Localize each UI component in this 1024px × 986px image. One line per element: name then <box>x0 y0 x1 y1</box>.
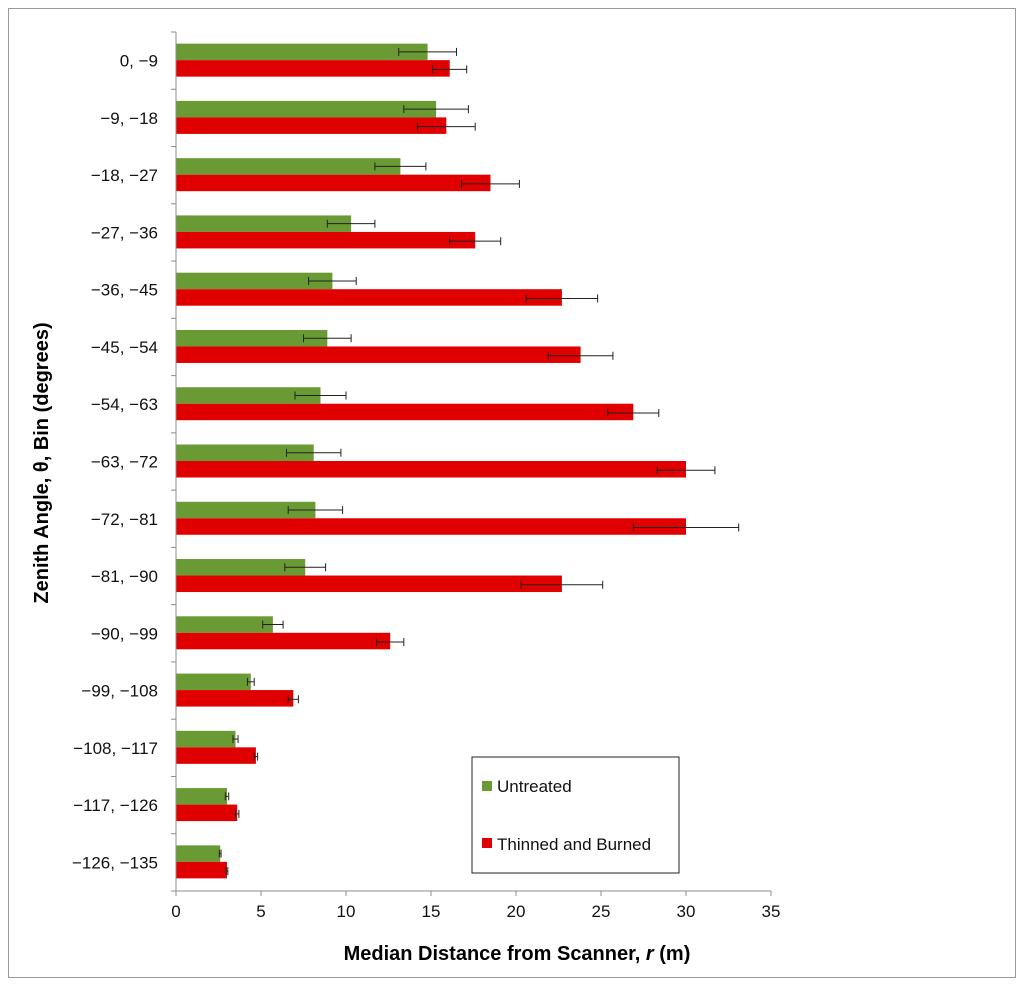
bar-untreated <box>176 215 352 232</box>
bar-thinned-and-burned <box>176 747 256 764</box>
error-bar-untreated <box>303 334 352 343</box>
error-bar-thinned-and-burned <box>449 237 502 246</box>
bar-untreated <box>176 730 236 748</box>
bar-untreated <box>176 387 321 404</box>
x-tick-labels: 0 5 10 15 20 25 30 35 <box>171 891 780 921</box>
error-bar-untreated <box>398 47 457 56</box>
x-tick-label: 20 <box>507 902 526 921</box>
bar-thinned-and-burned <box>176 690 294 707</box>
bar-thinned-and-burned <box>176 117 447 134</box>
legend-label-thinned-and-burned: Thinned and Burned <box>497 835 651 854</box>
error-bar-thinned-and-burned <box>235 809 240 818</box>
error-bar-untreated <box>374 162 427 171</box>
bar-thinned-and-burned <box>176 231 476 249</box>
bar-untreated <box>176 559 306 576</box>
bar-thinned-and-burned <box>176 632 391 650</box>
error-bar-thinned-and-burned <box>547 351 614 360</box>
legend: Untreated Thinned and Burned <box>471 756 680 874</box>
bar-untreated <box>176 158 401 175</box>
legend-box <box>471 756 680 874</box>
bar-thinned-and-burned <box>176 60 450 77</box>
error-bar-thinned-and-burned <box>632 523 740 532</box>
error-bar-thinned-and-burned <box>416 122 476 131</box>
bar-untreated <box>176 616 273 633</box>
x-tick-label: 5 <box>256 902 265 921</box>
error-bar-untreated <box>246 677 255 686</box>
y-tick-label: −108, −117 <box>73 739 158 758</box>
bar-thinned-and-burned <box>176 518 686 535</box>
error-bar-untreated <box>308 276 357 285</box>
error-bar-untreated <box>403 105 469 114</box>
y-axis-title: Zenith Angle, θ, Bin (degrees) <box>31 322 53 603</box>
x-tick-label: 15 <box>422 902 441 921</box>
error-bar-untreated <box>218 849 222 858</box>
error-bar-untreated <box>284 563 327 572</box>
x-tick-label: 0 <box>171 902 180 921</box>
y-tick-label: −18, −27 <box>91 166 158 185</box>
bar-thinned-and-burned <box>176 804 238 822</box>
bar-untreated <box>176 501 316 519</box>
bar-thinned-and-burned <box>176 403 634 421</box>
bar-thinned-and-burned <box>176 575 562 593</box>
bar-untreated <box>176 329 328 347</box>
y-tick-label: −36, −45 <box>91 281 158 300</box>
legend-swatch-thinned-and-burned <box>482 838 492 848</box>
x-axis-title: Median Distance from Scanner, r (m) <box>344 943 691 965</box>
bar-untreated <box>176 673 251 691</box>
bar-thinned-and-burned <box>176 461 686 478</box>
error-bar-untreated <box>232 735 239 744</box>
x-tick-label: 35 <box>762 902 781 921</box>
error-bar-thinned-and-burned <box>520 580 604 589</box>
x-tick-label: 25 <box>592 902 611 921</box>
bar-thinned-and-burned <box>176 289 562 306</box>
y-tick-label: −9, −18 <box>100 109 158 128</box>
y-tick-label: −99, −108 <box>81 682 158 701</box>
error-bar-thinned-and-burned <box>525 294 599 303</box>
error-bar-untreated <box>326 219 376 228</box>
bar-thinned-and-burned <box>176 861 227 879</box>
x-tick-label: 30 <box>677 902 696 921</box>
error-bar-thinned-and-burned <box>461 179 520 188</box>
axes-layer <box>175 32 771 892</box>
y-tick-label: −126, −135 <box>72 853 158 872</box>
bar-thinned-and-burned <box>176 174 491 192</box>
error-bar-untreated <box>262 620 284 629</box>
y-tick-label: −81, −90 <box>91 567 158 586</box>
error-bar-thinned-and-burned <box>253 752 259 761</box>
x-tick-label: 10 <box>337 902 356 921</box>
error-bar-thinned-and-burned <box>607 408 660 417</box>
error-bar-untreated <box>287 506 344 515</box>
y-tick-label: −54, −63 <box>91 395 158 414</box>
error-bars-layer <box>218 47 740 876</box>
error-bar-thinned-and-burned <box>376 638 405 647</box>
bars-layer <box>176 43 686 879</box>
legend-label-untreated: Untreated <box>497 777 572 796</box>
y-tick-label: −63, −72 <box>91 453 158 472</box>
bar-untreated <box>176 845 221 862</box>
error-bar-thinned-and-burned <box>656 466 716 475</box>
error-bar-thinned-and-burned <box>287 695 299 704</box>
error-bar-thinned-and-burned <box>432 65 468 74</box>
legend-swatch-untreated <box>482 781 492 791</box>
bar-untreated <box>176 272 333 290</box>
y-tick-labels: 0, −9 −9, −18 −18, −27 −27, −36 −36, −45 −45,… <box>72 31 176 892</box>
error-bar-thinned-and-burned <box>225 867 229 876</box>
y-tick-label: −117, −126 <box>73 796 158 815</box>
y-tick-label: −90, −99 <box>91 624 158 643</box>
error-bar-untreated <box>224 792 230 801</box>
y-tick-label: −27, −36 <box>91 223 158 242</box>
bar-untreated <box>176 444 314 461</box>
bar-thinned-and-burned <box>176 346 581 363</box>
error-bar-untreated <box>294 391 347 400</box>
bar-untreated <box>176 788 227 805</box>
y-tick-label: 0, −9 <box>120 52 158 71</box>
error-bar-untreated <box>286 448 342 457</box>
bar-untreated <box>176 43 428 61</box>
y-tick-label: −45, −54 <box>91 338 158 357</box>
bar-untreated <box>176 100 437 118</box>
y-tick-label: −72, −81 <box>91 510 158 529</box>
